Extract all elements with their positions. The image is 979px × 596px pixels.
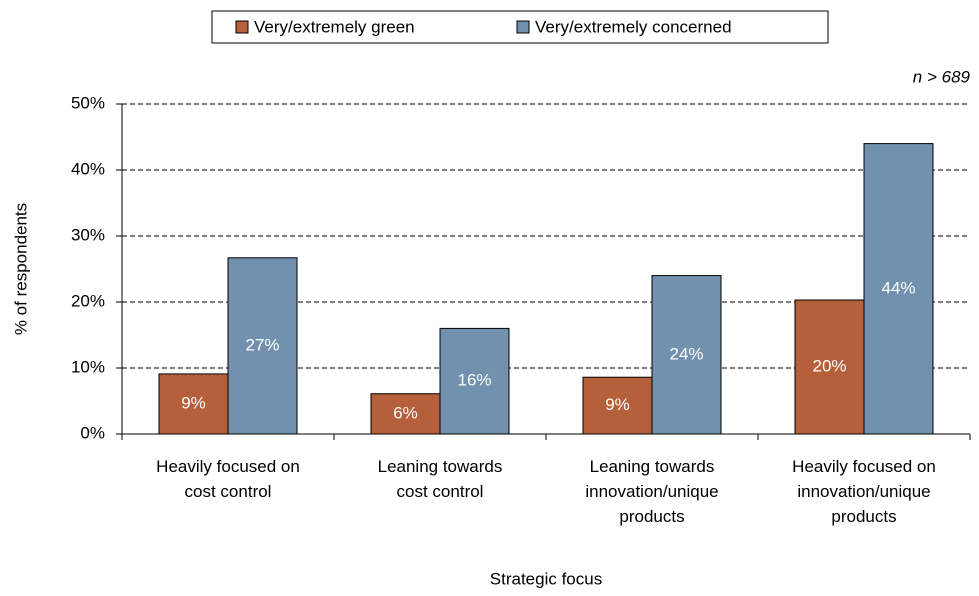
value-label: 27% [245,335,279,354]
bar [158,373,229,435]
x-axis-title: Strategic focus [490,569,602,588]
x-tick-label: Leaning towards cost control [377,457,503,501]
bar [370,393,441,435]
bar [227,257,298,435]
value-label: 44% [881,278,915,297]
bar [794,299,865,435]
legend-swatch [516,20,530,34]
value-label: 9% [181,393,206,412]
legend-label: Very/extremely green [254,17,415,36]
sample-note: n > 689 [913,67,971,86]
value-label: 6% [393,403,418,422]
legend-swatch [235,20,249,34]
legend-label: Very/extremely concerned [535,17,732,36]
y-tick-label: 40% [71,159,105,178]
y-tick-label: 20% [71,291,105,310]
bar [651,275,722,435]
bar [439,327,510,435]
x-tick-label: Heavily focused on innovation/unique pro… [792,457,936,526]
y-tick-label: 10% [71,357,105,376]
bar [863,143,934,435]
x-tick-label: Leaning towards innovation/unique produc… [585,457,719,526]
y-axis-title: % of respondents [11,203,30,335]
legend-box [211,10,829,44]
value-label: 9% [605,395,630,414]
value-label: 16% [457,371,491,390]
value-label: 20% [812,356,846,375]
x-tick-label: Heavily focused on cost control [156,457,300,501]
bar [582,376,653,435]
y-tick-label: 50% [71,93,105,112]
y-tick-label: 30% [71,225,105,244]
y-tick-label: 0% [80,423,105,442]
value-label: 24% [669,344,703,363]
